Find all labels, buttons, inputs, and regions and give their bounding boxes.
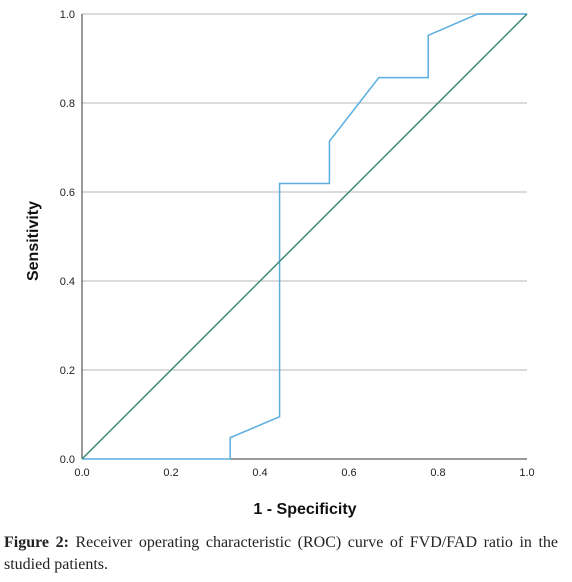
y-tick-label: 0.8 bbox=[60, 98, 75, 110]
x-axis-title: 1 - Specificity bbox=[253, 501, 356, 518]
x-tick-label: 1.0 bbox=[519, 467, 534, 479]
y-tick-label: 0.0 bbox=[60, 454, 75, 466]
roc-curve-line bbox=[82, 13, 527, 460]
caption-label: Figure 2: bbox=[4, 534, 69, 551]
y-tick-label: 1.0 bbox=[60, 9, 75, 21]
x-tick-label: 0.6 bbox=[341, 467, 356, 479]
y-tick-label: 0.2 bbox=[60, 365, 75, 377]
tick-labels: 0.0 0.2 0.4 0.6 0.8 1.0 0.0 0.2 0.4 0.6 0.8 1.0 bbox=[60, 9, 535, 479]
reference-diagonal-line bbox=[81, 13, 528, 460]
x-tick-label: 0.8 bbox=[430, 467, 445, 479]
roc-chart: 0.0 0.2 0.4 0.6 0.8 1.0 0.0 0.2 0.4 0.6 0.8 1.0 1 -… bbox=[25, 9, 535, 518]
y-tick-label: 0.4 bbox=[60, 276, 75, 288]
x-tick-label: 0.0 bbox=[74, 467, 89, 479]
grid-lines bbox=[82, 13, 527, 371]
x-tick-label: 0.4 bbox=[252, 467, 267, 479]
y-axis-title: Sensitivity bbox=[25, 201, 42, 281]
x-tick-label: 0.2 bbox=[163, 467, 178, 479]
figure-caption: Figure 2: Receiver operating characteris… bbox=[4, 532, 558, 576]
series-lines bbox=[81, 13, 528, 460]
y-tick-label: 0.6 bbox=[60, 187, 75, 199]
caption-text: Receiver operating characteristic (ROC) … bbox=[4, 534, 559, 573]
